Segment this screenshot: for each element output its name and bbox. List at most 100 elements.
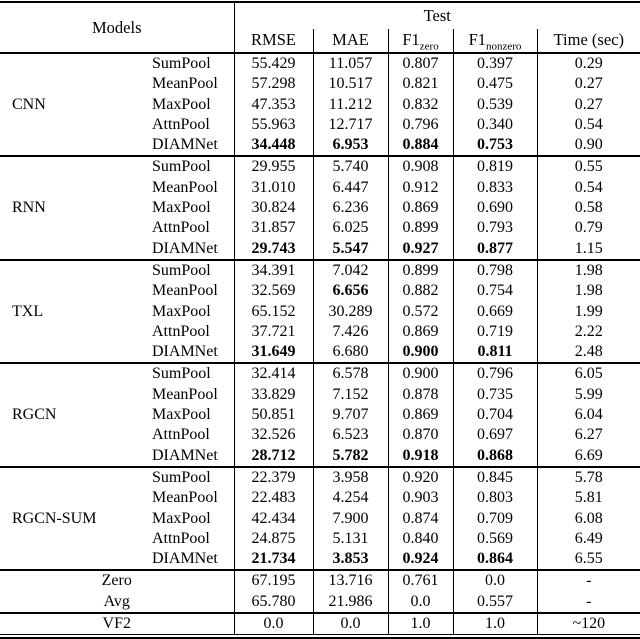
value-cell: 0.927 — [387, 238, 453, 260]
table-row: MaxPool 42.434 7.900 0.874 0.709 6.08 — [0, 508, 640, 529]
value-cell: 34.448 — [233, 135, 313, 157]
value-cell: 0.27 — [536, 94, 640, 115]
value-cell: 0.0 — [233, 612, 313, 635]
table-body: CNN SumPool 55.429 11.057 0.807 0.397 0.… — [0, 53, 640, 635]
pool-cell: SumPool — [140, 258, 234, 282]
value-cell: 0.833 — [452, 177, 537, 199]
pool-cell: DIAMNet — [152, 550, 218, 568]
value-cell: 29.955 — [233, 155, 313, 178]
table-row: AttnPool 24.875 5.131 0.840 0.569 6.49 — [0, 528, 640, 550]
value-cell: 21.734 — [233, 549, 313, 571]
table-row: DIAMNet 34.448 6.953 0.884 0.753 0.90 — [0, 135, 640, 157]
table-row: VF2 0.0 0.0 1.0 1.0 ~120 — [0, 612, 640, 635]
baseline-label-cell: Avg — [103, 592, 130, 610]
value-cell: 0.811 — [452, 342, 537, 364]
value-cell: 0.877 — [452, 238, 537, 260]
value-cell: 6.55 — [536, 549, 640, 571]
value-cell: 32.414 — [233, 362, 313, 385]
pool-cell: MaxPool — [152, 406, 211, 424]
value-cell: 28.712 — [233, 445, 313, 467]
value-cell: 0.903 — [387, 488, 453, 509]
value-cell: 6.656 — [312, 281, 388, 302]
value-cell: 10.517 — [312, 74, 388, 95]
table-row: MeanPool 32.569 6.656 0.882 0.754 1.98 — [0, 281, 640, 302]
value-cell: 0.868 — [452, 445, 537, 467]
value-cell: 0.874 — [387, 508, 453, 529]
value-cell: 31.010 — [233, 177, 313, 199]
table-row: DIAMNet 31.649 6.680 0.900 0.811 2.48 — [0, 342, 640, 364]
value-cell: 1.15 — [536, 238, 640, 260]
value-cell: 0.397 — [452, 53, 537, 75]
value-cell: 0.900 — [387, 362, 453, 385]
value-cell: 0.753 — [452, 135, 537, 157]
column-header-time: Time (sec) — [536, 29, 640, 54]
value-cell: 6.025 — [312, 218, 388, 239]
header-row-columns: RMSE MAE F1zero F1nonzero Time (sec) — [0, 29, 640, 54]
baseline-label-cell: Zero — [0, 569, 234, 592]
value-cell: 0.821 — [387, 74, 453, 95]
value-cell: 50.851 — [233, 405, 313, 426]
value-cell: 0.557 — [452, 591, 537, 614]
value-cell: 0.54 — [536, 114, 640, 136]
value-cell: 0.0 — [312, 612, 388, 635]
value-cell: 12.717 — [312, 114, 388, 136]
value-cell: 1.99 — [536, 301, 640, 322]
value-cell: 0.899 — [387, 218, 453, 239]
value-cell: 0.719 — [452, 321, 537, 343]
table-row: Avg 65.780 21.986 0.0 0.557 - — [0, 591, 640, 614]
value-cell: 0.807 — [387, 53, 453, 75]
value-cell: 3.958 — [312, 465, 388, 489]
value-cell: 6.49 — [536, 528, 640, 550]
value-cell: 11.057 — [312, 53, 388, 75]
value-cell: 32.569 — [233, 281, 313, 302]
value-cell: 37.721 — [233, 321, 313, 343]
value-cell: 6.578 — [312, 362, 388, 385]
value-cell: 0.690 — [452, 198, 537, 219]
value-cell: 0.29 — [536, 53, 640, 75]
value-cell: 0.899 — [387, 258, 453, 282]
value-cell: 0.572 — [387, 301, 453, 322]
pool-cell: MaxPool — [152, 95, 211, 113]
value-cell: 0.697 — [452, 425, 537, 446]
value-cell: 0.884 — [387, 135, 453, 157]
pool-cell: DIAMNet — [152, 343, 218, 361]
value-cell: 4.254 — [312, 488, 388, 509]
value-cell: 0.798 — [452, 258, 537, 282]
models-header: Models — [0, 2, 234, 54]
value-cell: 0.918 — [387, 445, 453, 467]
table-row: RGCN-SUM SumPool 22.379 3.958 0.920 0.84… — [0, 465, 640, 571]
value-cell: 5.78 — [536, 465, 640, 489]
value-cell: 0.882 — [387, 281, 453, 302]
value-cell: 30.289 — [312, 301, 388, 322]
table-row: MaxPool 47.353 11.212 0.832 0.539 0.27 — [0, 94, 640, 115]
pool-cell: DIAMNet — [152, 239, 218, 257]
value-cell: 6.27 — [536, 425, 640, 446]
table-row: MeanPool 31.010 6.447 0.912 0.833 0.54 — [0, 177, 640, 199]
table-row: AttnPool 55.963 12.717 0.796 0.340 0.54 — [0, 114, 640, 136]
value-cell: 31.857 — [233, 218, 313, 239]
value-cell: 6.523 — [312, 425, 388, 446]
table-row: RGCN SumPool 32.414 6.578 0.900 0.796 6.… — [0, 362, 640, 467]
value-cell: 0.870 — [387, 425, 453, 446]
value-cell: 1.0 — [452, 612, 537, 635]
pool-cell: DIAMNet — [152, 446, 218, 464]
table-row: Zero 67.195 13.716 0.761 0.0 - — [0, 569, 640, 592]
column-header-rmse: RMSE — [233, 29, 313, 54]
value-cell: 0.869 — [387, 405, 453, 426]
value-cell: 0.569 — [452, 528, 537, 550]
table-row: DIAMNet 21.734 3.853 0.924 0.864 6.55 — [0, 549, 640, 571]
value-cell: 0.840 — [387, 528, 453, 550]
value-cell: 47.353 — [233, 94, 313, 115]
value-cell: 0.0 — [387, 591, 453, 614]
value-cell: 5.740 — [312, 155, 388, 178]
pool-cell: SumPool — [140, 155, 234, 178]
pool-cell: AttnPool — [152, 115, 210, 133]
table-row: MaxPool 50.851 9.707 0.869 0.704 6.04 — [0, 405, 640, 426]
value-cell: 6.05 — [536, 362, 640, 385]
value-cell: 0.793 — [452, 218, 537, 239]
pool-cell: SumPool — [140, 362, 234, 385]
value-cell: 5.131 — [312, 528, 388, 550]
value-cell: 0.908 — [387, 155, 453, 178]
table-row: AttnPool 32.526 6.523 0.870 0.697 6.27 — [0, 425, 640, 446]
